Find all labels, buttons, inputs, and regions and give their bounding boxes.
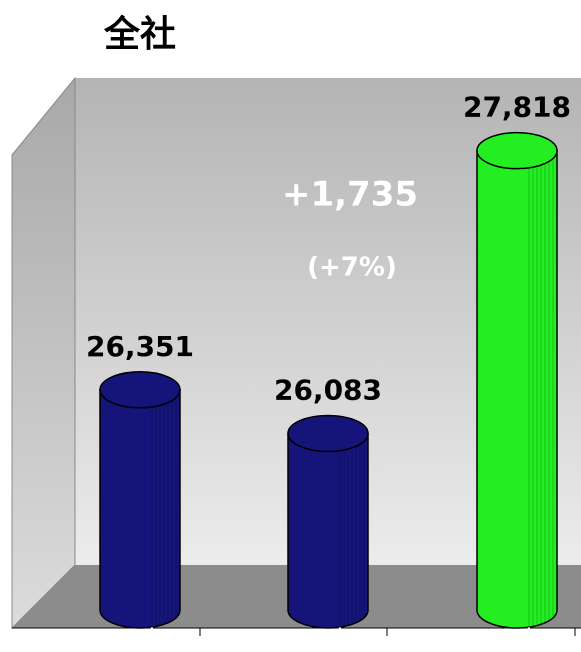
annotation: (+7%) bbox=[307, 253, 397, 283]
value-label: 27,818 bbox=[463, 91, 571, 124]
x-tick-label: 02上 bbox=[118, 627, 161, 648]
bar bbox=[99, 389, 181, 629]
value-label: 26,083 bbox=[274, 373, 382, 406]
annotation: +1,735 bbox=[282, 175, 418, 215]
bar-top bbox=[476, 131, 558, 170]
chart-title: 全社 bbox=[103, 13, 176, 55]
x-tick-label: 04上 bbox=[495, 627, 538, 648]
bar-top bbox=[99, 371, 181, 409]
x-tick-label: 03上 bbox=[306, 627, 349, 648]
bar-top bbox=[287, 414, 369, 453]
side-wall bbox=[11, 76, 76, 630]
value-label: 26,351 bbox=[86, 330, 194, 363]
bar bbox=[287, 432, 369, 629]
bar bbox=[476, 149, 558, 629]
back-wall bbox=[75, 78, 581, 565]
